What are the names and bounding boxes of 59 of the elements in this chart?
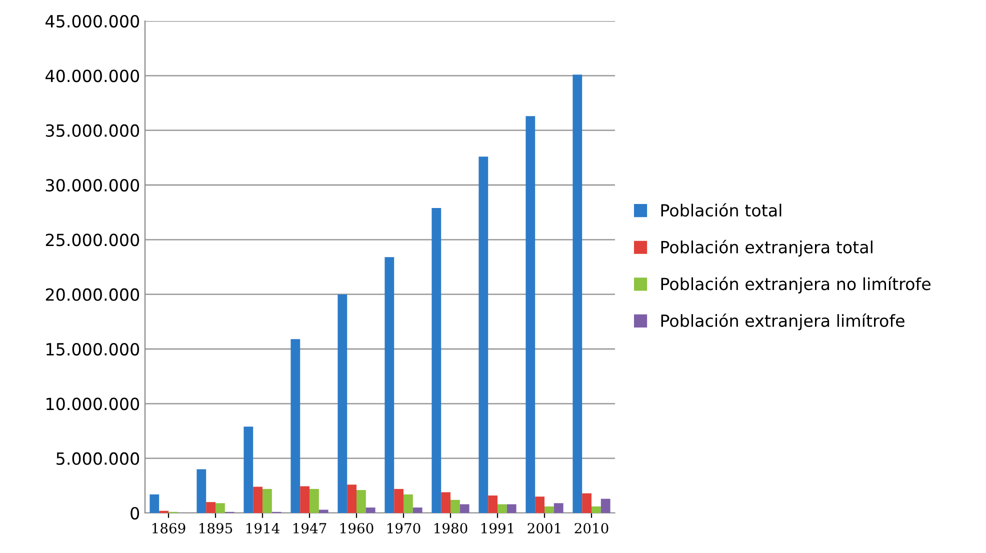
bar xyxy=(338,294,348,513)
bar xyxy=(216,503,225,513)
y-tick-label: 40.000.000 xyxy=(46,70,140,82)
bar xyxy=(253,486,262,513)
legend-label: Población total xyxy=(661,203,782,217)
bar xyxy=(582,493,592,513)
y-tick-label: 45.000.000 xyxy=(46,14,140,28)
bar xyxy=(592,506,601,513)
bar xyxy=(488,496,498,513)
x-tick-label: 1991 xyxy=(482,522,514,534)
x-tick-label: 2001 xyxy=(528,522,560,534)
legend-label: Población extranjera no limítrofe xyxy=(661,276,930,294)
bar xyxy=(460,504,470,513)
bar xyxy=(404,494,413,513)
y-tick-label: 5.000.000 xyxy=(56,452,140,465)
x-tick-label: 1914 xyxy=(246,522,280,534)
bar xyxy=(394,488,404,513)
x-tick-label: 1980 xyxy=(434,522,468,534)
bar xyxy=(432,208,442,513)
bar xyxy=(544,506,554,513)
bar xyxy=(196,469,206,513)
y-tick-label: 35.000.000 xyxy=(46,124,140,137)
bar xyxy=(150,494,160,513)
bar xyxy=(498,504,507,513)
bar xyxy=(450,500,460,513)
legend-label: Población extranjera limítrofe xyxy=(661,313,904,330)
bar xyxy=(554,503,564,513)
bar xyxy=(262,488,272,513)
x-tick-label: 1869 xyxy=(152,522,186,534)
bar xyxy=(318,510,328,513)
bar xyxy=(412,508,422,513)
bar xyxy=(310,488,319,513)
bar xyxy=(535,496,544,513)
bar xyxy=(356,490,366,513)
bar xyxy=(384,257,394,513)
bar xyxy=(600,498,610,513)
x-tick-label: 2010 xyxy=(574,522,608,534)
bar xyxy=(506,504,516,513)
bar xyxy=(347,484,356,513)
y-tick-label: 20.000.000 xyxy=(46,288,140,301)
y-tick-label: 15.000.000 xyxy=(46,342,140,356)
bar xyxy=(300,486,310,513)
y-tick-label: 10.000.000 xyxy=(46,398,140,410)
x-tick-label: 1970 xyxy=(388,522,420,534)
bar xyxy=(478,156,488,513)
x-tick-label: 1947 xyxy=(294,522,326,534)
x-tick-label: 1895 xyxy=(200,522,232,534)
bar xyxy=(366,508,376,513)
bar xyxy=(206,502,216,513)
bar xyxy=(526,116,536,513)
bar xyxy=(441,492,450,513)
y-tick-label: 0 xyxy=(130,506,140,520)
bar xyxy=(290,339,300,513)
y-tick-label: 25.000.000 xyxy=(46,234,140,246)
bar xyxy=(244,426,254,513)
y-tick-label: 30.000.000 xyxy=(46,178,140,192)
legend-label: Población extranjera total xyxy=(661,240,872,257)
x-tick-label: 1960 xyxy=(340,522,374,534)
bar xyxy=(572,74,582,513)
